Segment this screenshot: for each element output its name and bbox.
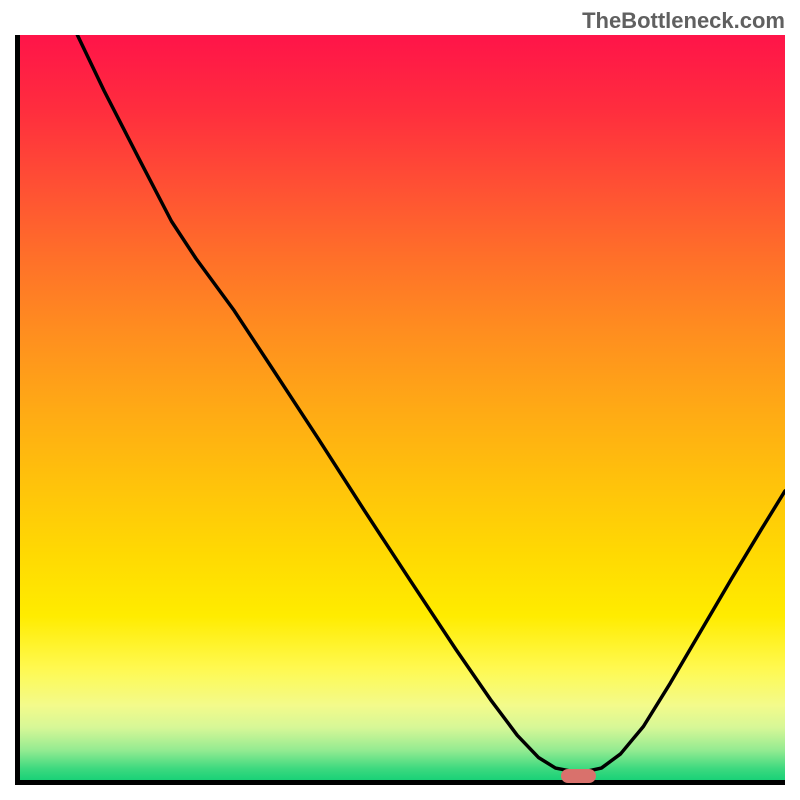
bottleneck-curve <box>20 35 785 780</box>
chart-container <box>15 35 785 785</box>
optimal-point-marker <box>561 769 596 783</box>
watermark-text: TheBottleneck.com <box>582 8 785 34</box>
plot-area <box>15 35 785 785</box>
